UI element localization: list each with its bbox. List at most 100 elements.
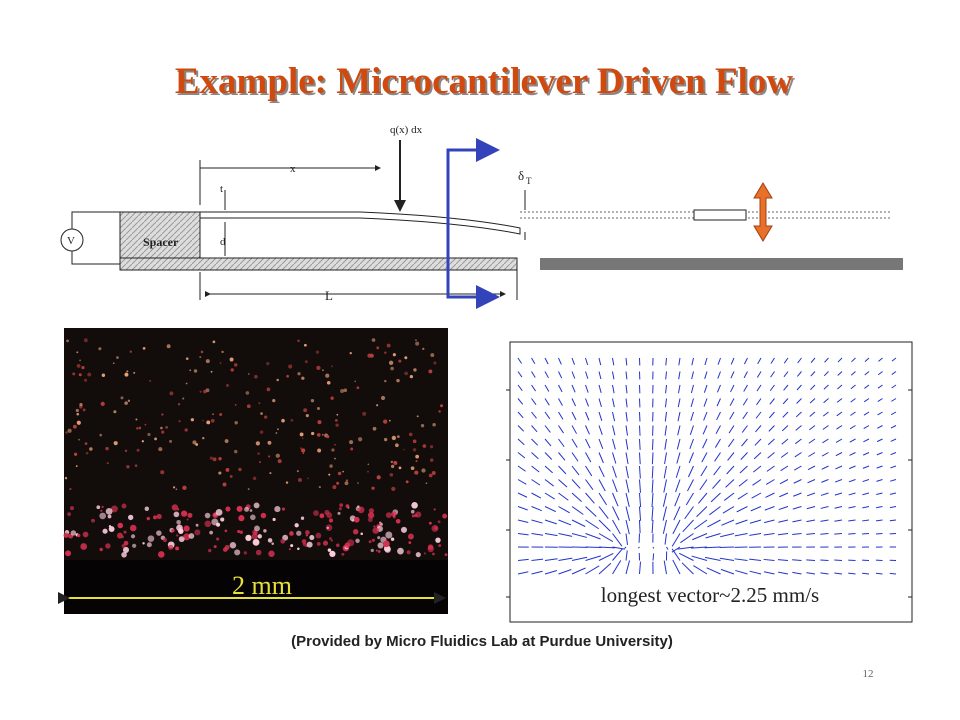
particle [73, 452, 78, 456]
vector [598, 562, 612, 575]
vector [690, 398, 694, 408]
particle [367, 511, 375, 519]
vector [558, 357, 562, 365]
vector [709, 506, 721, 516]
particle [329, 464, 333, 468]
vector [755, 425, 762, 433]
vector [612, 357, 615, 366]
particle [101, 505, 104, 509]
vector [822, 438, 829, 444]
particle [411, 502, 418, 509]
vector [862, 465, 870, 469]
vector [809, 398, 816, 404]
particle [336, 481, 340, 485]
vector [691, 357, 694, 366]
particle [354, 380, 357, 383]
vector [704, 371, 708, 379]
vector [558, 452, 566, 461]
particle [246, 404, 251, 409]
vector [806, 533, 816, 535]
particle [428, 473, 433, 478]
vector [517, 384, 523, 391]
particle [330, 539, 333, 542]
particle [157, 551, 165, 558]
vector [531, 357, 536, 365]
vector [517, 357, 523, 364]
particle [210, 370, 213, 373]
particle [253, 502, 260, 509]
particle [272, 399, 276, 403]
vector [834, 492, 843, 496]
vector [571, 533, 588, 538]
vector [685, 492, 694, 506]
vector [792, 519, 802, 523]
vector [598, 438, 604, 450]
particle [442, 513, 448, 519]
particle [106, 462, 109, 465]
particle [412, 439, 417, 444]
particle [172, 486, 176, 489]
vector [531, 519, 543, 524]
vector [767, 438, 775, 446]
vector [676, 438, 681, 450]
vector [743, 357, 748, 365]
particle [415, 460, 418, 463]
vector [531, 533, 544, 536]
vector [753, 452, 762, 460]
particle [182, 485, 187, 491]
particle [299, 447, 302, 450]
vector [558, 557, 573, 561]
vector [703, 384, 708, 393]
vector [625, 438, 629, 450]
vector [558, 465, 567, 475]
cantilever-diagram [60, 140, 903, 300]
vector [612, 425, 616, 436]
particle [146, 542, 152, 548]
particle [398, 466, 402, 470]
particle [268, 455, 271, 458]
particle [428, 369, 433, 374]
particle [438, 544, 442, 548]
vector [794, 465, 802, 471]
particle [160, 470, 165, 475]
particle [372, 527, 379, 534]
particle [116, 356, 119, 359]
vector [691, 546, 708, 549]
particle [332, 485, 337, 490]
vector [749, 519, 762, 524]
vector [598, 411, 603, 421]
vector [719, 546, 735, 549]
vector [890, 425, 897, 429]
vector [558, 438, 565, 448]
vector [890, 452, 897, 456]
particle [238, 467, 242, 472]
vector [848, 479, 856, 483]
vector [877, 425, 883, 429]
particle [342, 470, 345, 473]
vector [728, 425, 735, 434]
particle [339, 503, 344, 507]
particle [252, 476, 257, 481]
particle [130, 534, 136, 539]
particle [355, 538, 360, 543]
vector [585, 425, 590, 435]
particle [415, 454, 420, 459]
particle [389, 472, 394, 477]
vector [850, 371, 856, 376]
vector [544, 357, 549, 365]
vector [639, 452, 641, 465]
particle [236, 505, 243, 512]
particle [85, 451, 89, 455]
particle [234, 421, 238, 425]
particle [123, 540, 129, 546]
particle [414, 513, 418, 518]
vector [848, 533, 856, 535]
particle [317, 420, 322, 425]
vector [765, 492, 775, 498]
particle [415, 341, 420, 346]
vector [824, 357, 829, 363]
particle [136, 427, 139, 430]
particle [376, 404, 379, 407]
particle [249, 509, 253, 512]
vector [558, 519, 572, 526]
